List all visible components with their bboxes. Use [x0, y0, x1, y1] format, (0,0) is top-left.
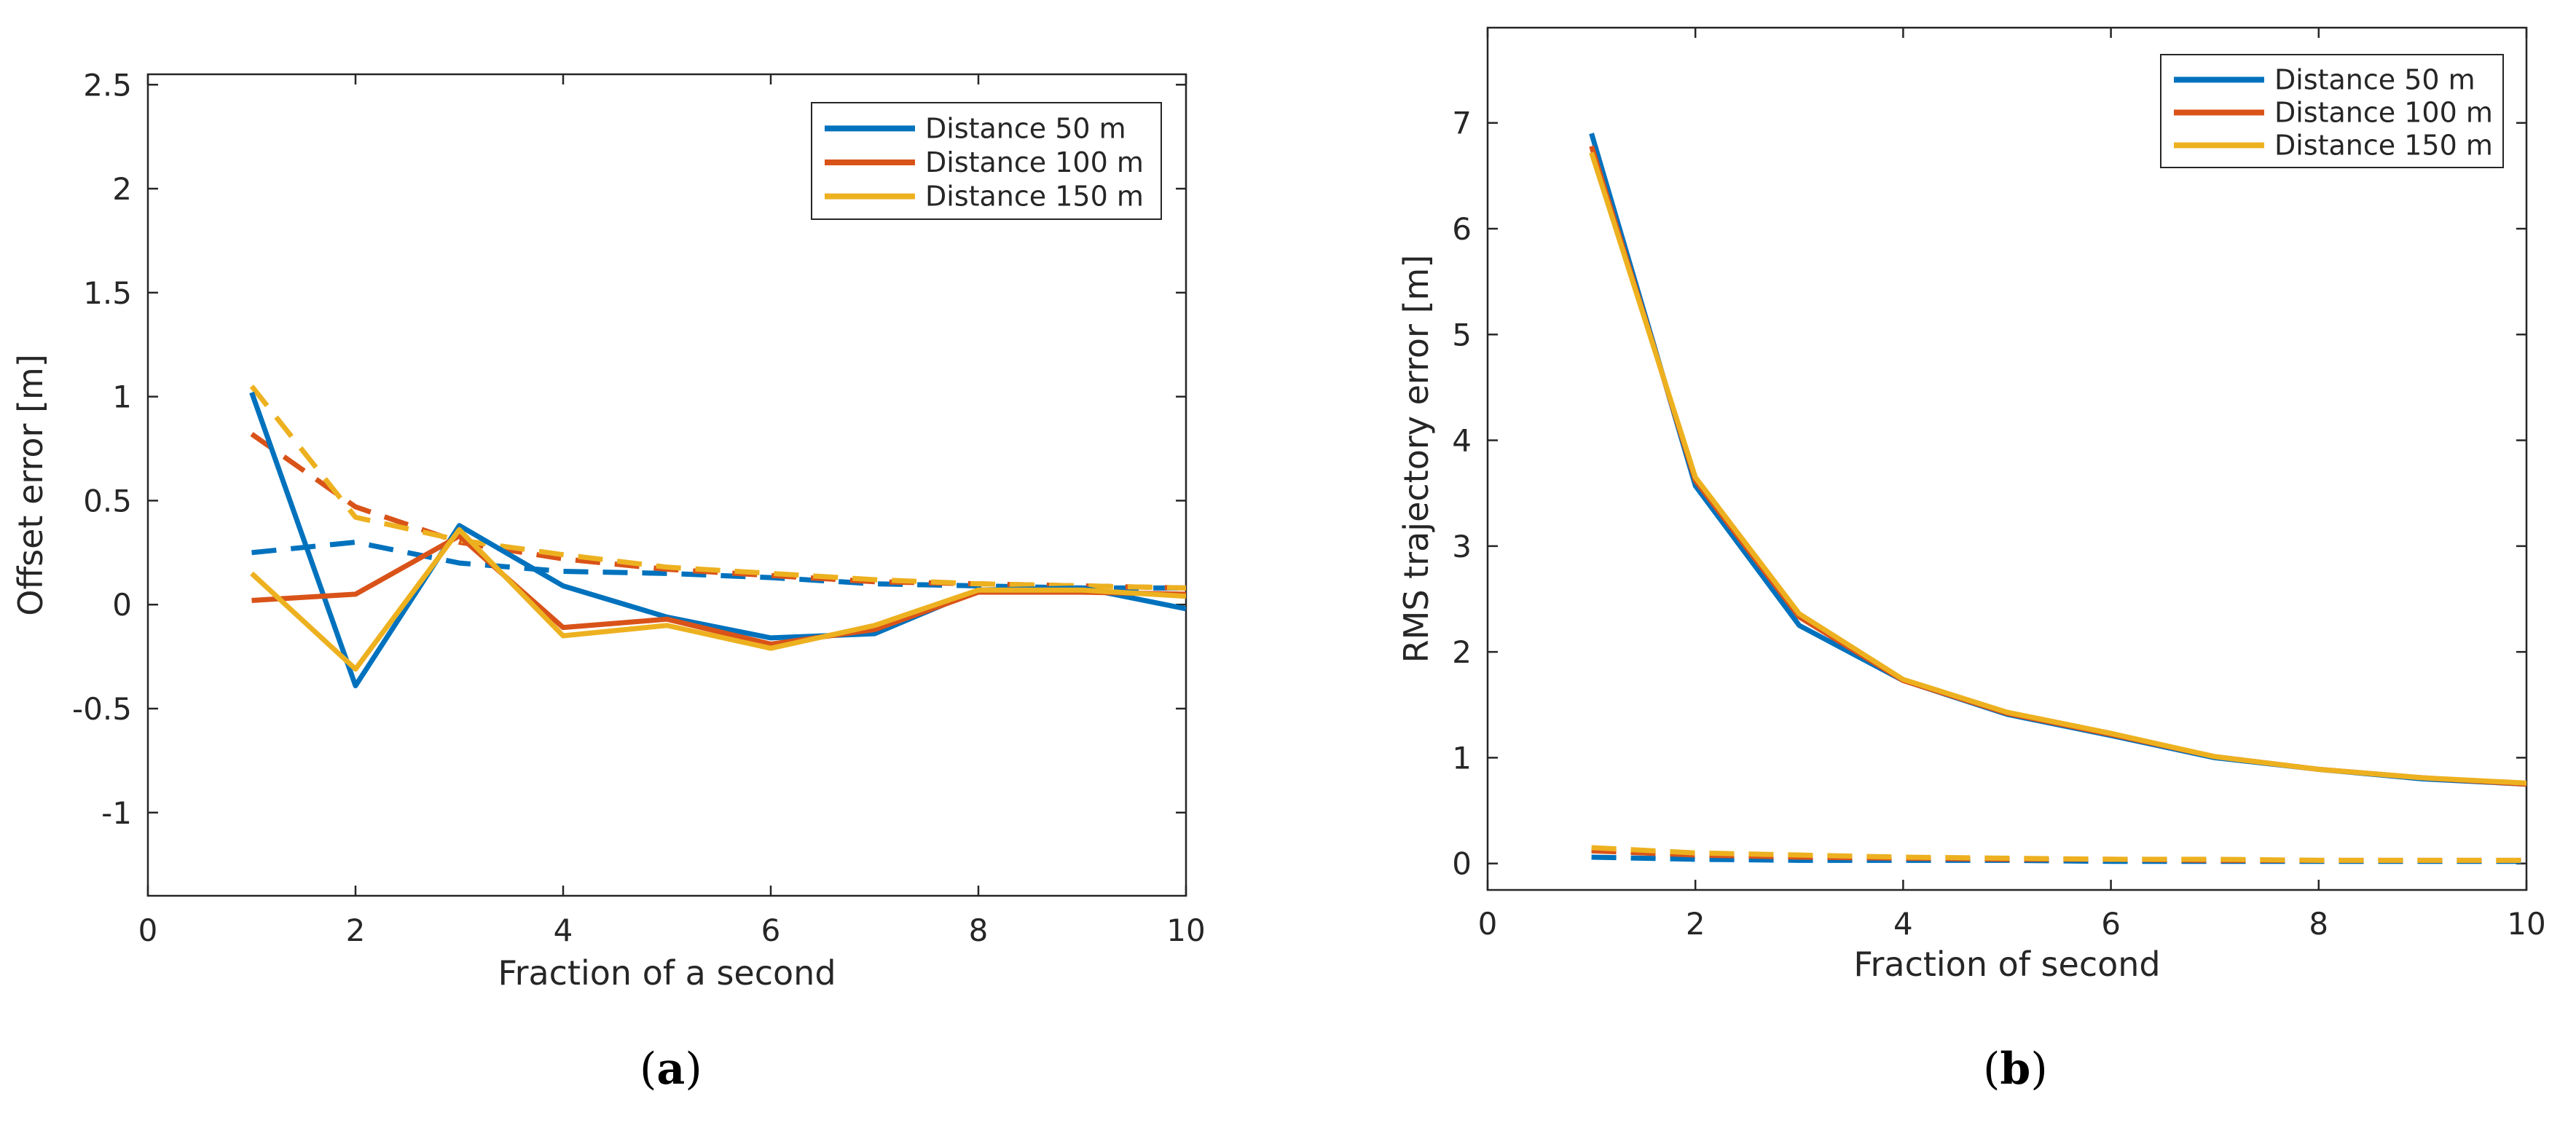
y-tick-label: 2	[1452, 634, 1472, 670]
y-tick-label: 7	[1452, 106, 1472, 141]
y-axis-label: RMS trajectory error [m]	[1397, 255, 1436, 663]
series-group	[249, 385, 1186, 689]
y-axis-label: Offset error [m]	[11, 354, 50, 616]
x-tick-label: 4	[554, 913, 573, 948]
y-tick-label: 0	[112, 587, 132, 623]
x-tick-label: 8	[2309, 906, 2328, 942]
legend-label: Distance 150 m	[925, 181, 1144, 213]
x-tick-label: 10	[1166, 913, 1205, 948]
y-tick-label: 1	[112, 379, 132, 415]
series-group	[1589, 133, 2526, 864]
x-tick-label: 8	[969, 913, 989, 948]
y-tick-label: -1	[101, 795, 132, 831]
legend-label: Distance 50 m	[2274, 64, 2475, 96]
legend-label: Distance 50 m	[925, 112, 1126, 144]
y-tick-label: -0.5	[72, 691, 132, 727]
legend-label: Distance 150 m	[2274, 130, 2493, 162]
series-line-150m	[250, 527, 1186, 672]
legend-label: Distance 100 m	[2274, 97, 2493, 129]
x-tick-label: 2	[346, 913, 366, 948]
x-axis-label: Fraction of second	[1853, 945, 2160, 984]
x-axis-label: Fraction of a second	[498, 953, 836, 993]
plot-frame	[1486, 26, 2528, 891]
panel-caption: (b)	[1983, 1044, 2048, 1095]
series-line-dashed-150m	[249, 385, 1186, 591]
legend-label: Distance 100 m	[925, 146, 1144, 178]
x-tick-label: 10	[2507, 906, 2545, 942]
panel-caption: (a)	[640, 1044, 702, 1095]
legend-box	[2160, 54, 2504, 168]
series-line-150m	[1589, 151, 2526, 786]
y-tick-label: 0.5	[83, 483, 132, 519]
chart-panel-a: 0 2 4 6 8 10 -1 -0.5 0 0.5 1 1.5 2 2.5 Fraction of a s…	[11, 67, 1206, 1095]
y-tick-label: 2.5	[83, 67, 132, 103]
x-tick-label: 0	[138, 913, 158, 948]
x-tick-label: 6	[2101, 906, 2121, 942]
y-tick-label: 0	[1452, 846, 1472, 882]
y-tick-label: 2	[112, 171, 132, 207]
x-tick-label: 4	[1893, 906, 1913, 942]
y-tick-label: 4	[1452, 423, 1472, 459]
x-tick-label: 6	[761, 913, 781, 948]
y-tick-label: 3	[1452, 529, 1472, 564]
y-tick-label: 5	[1452, 317, 1472, 352]
x-tick-label: 2	[1686, 906, 1705, 942]
y-tick-label: 1.5	[83, 275, 132, 311]
y-tick-label: 6	[1452, 211, 1472, 247]
chart-panel-b: 0 2 4 6 8 10 0 1 2 3 4 5 6 7 Fraction of second RMS tra…	[1397, 26, 2546, 1095]
x-tick-label: 0	[1478, 906, 1498, 942]
y-tick-label: 1	[1452, 740, 1472, 776]
